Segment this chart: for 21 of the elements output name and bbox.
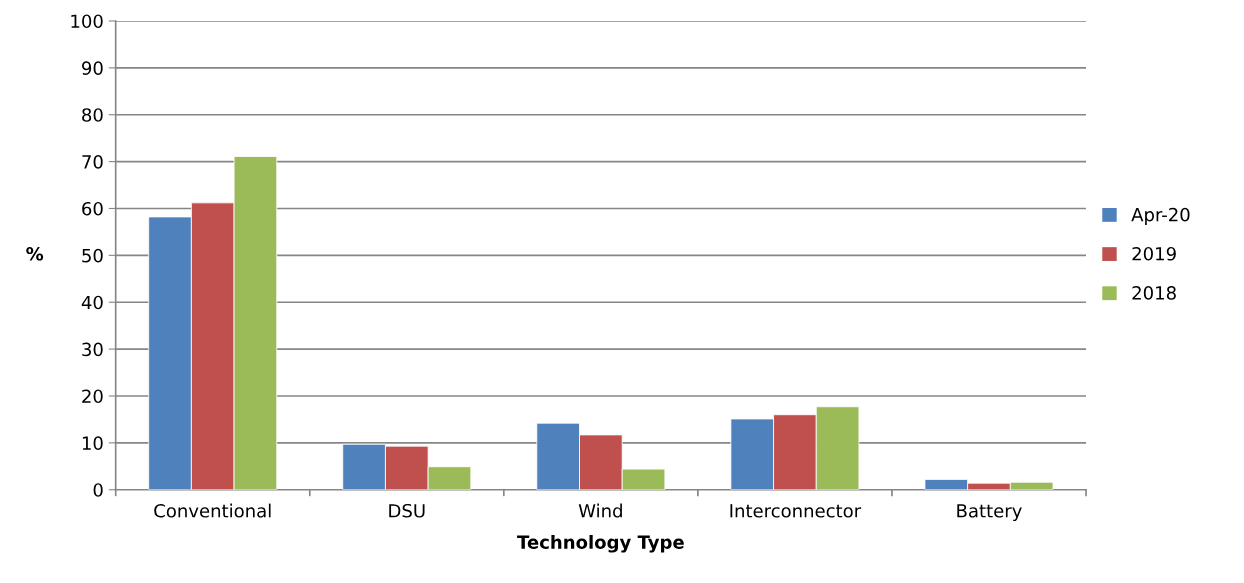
x-tick-label: Conventional (154, 503, 271, 518)
y-tick-label: 90 (82, 61, 103, 75)
y-tick-label: 50 (82, 248, 103, 263)
y-tick-label: 30 (82, 342, 103, 357)
x-tick-label: DSU (389, 503, 425, 518)
x-axis-title: Technology Type (517, 534, 684, 553)
y-tick-label: 20 (82, 389, 103, 404)
y-tick-label: 0 (93, 483, 103, 497)
y-tick-label: 100 (71, 14, 103, 29)
x-tick-label: Interconnector (730, 504, 862, 518)
legend-label: 2018 (1132, 286, 1176, 300)
y-tick-label: 60 (82, 201, 103, 216)
x-tick-label: Wind (578, 503, 622, 518)
y-axis-title: % (26, 246, 44, 261)
y-tick-label: 40 (81, 295, 103, 310)
x-tick-label: Battery (957, 504, 1022, 522)
y-tick-label: 10 (82, 436, 103, 450)
y-tick-label: 80 (82, 108, 103, 122)
legend-label: Apr-20 (1131, 207, 1190, 225)
y-tick-label: 70 (82, 155, 103, 169)
legend-label: 2019 (1132, 246, 1176, 261)
